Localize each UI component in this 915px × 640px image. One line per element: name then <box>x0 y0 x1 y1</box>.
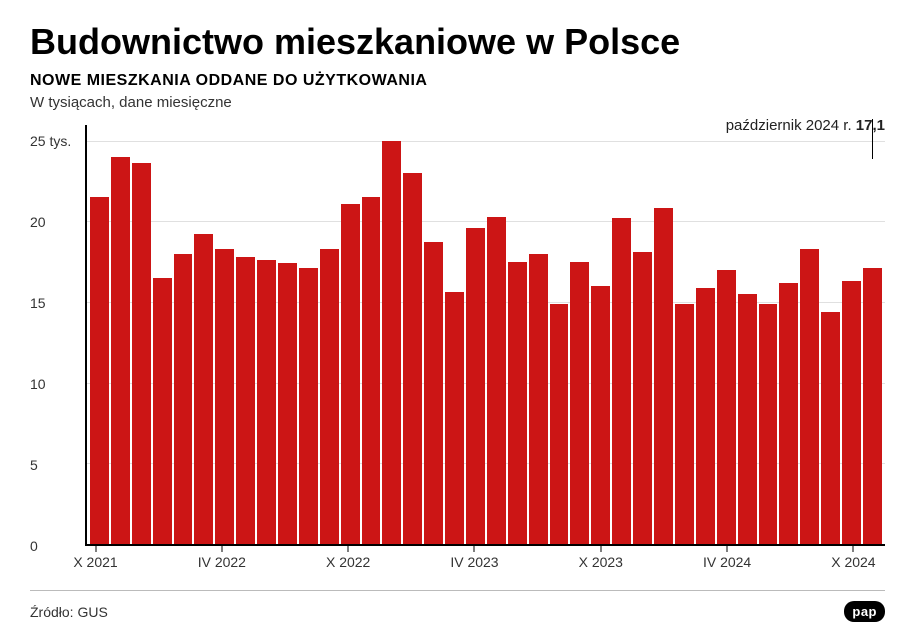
bar <box>612 218 631 544</box>
bar <box>717 270 736 544</box>
bars-region <box>85 125 885 546</box>
bar <box>341 204 360 544</box>
bar <box>278 263 297 544</box>
y-tick-label: 5 <box>30 457 79 473</box>
bar <box>821 312 840 544</box>
bar <box>654 208 673 544</box>
bar <box>696 288 715 544</box>
bars <box>87 125 885 544</box>
x-tick-label: IV 2023 <box>450 554 498 570</box>
bar <box>236 257 255 544</box>
bar <box>550 304 569 544</box>
bar <box>403 173 422 544</box>
bar <box>800 249 819 544</box>
x-tick-mark <box>348 546 349 552</box>
plot: 0 5 10 15 20 25 tys. X 2021 IV 2022 X 2022 IV 20… <box>30 125 885 576</box>
bar <box>633 252 652 544</box>
x-tick-mark <box>95 546 96 552</box>
chart-title: Budownictwo mieszkaniowe w Polsce <box>30 22 885 62</box>
x-tick-mark <box>853 546 854 552</box>
bar <box>779 283 798 544</box>
x-tick-label: X 2024 <box>831 554 875 570</box>
bar <box>132 163 151 544</box>
bar <box>382 141 401 544</box>
x-axis: X 2021IV 2022X 2022IV 2023X 2023IV 2024X… <box>85 546 885 576</box>
bar <box>466 228 485 544</box>
bar <box>863 268 882 544</box>
source-label: Źródło: GUS <box>30 604 108 620</box>
bar <box>111 157 130 544</box>
y-tick-label: 10 <box>30 376 79 392</box>
bar <box>759 304 778 544</box>
x-tick-mark <box>221 546 222 552</box>
x-tick-label: X 2021 <box>73 554 117 570</box>
bar <box>424 242 443 544</box>
chart-subtitle: NOWE MIESZKANIA ODDANE DO UŻYTKOWANIA <box>30 72 885 90</box>
chart-area: październik 2024 r. 17,1 0510152025 tys.… <box>30 117 885 576</box>
logo: pap <box>844 601 885 622</box>
y-tick-label: 0 <box>30 538 79 554</box>
x-tick-label: IV 2022 <box>198 554 246 570</box>
bar <box>153 278 172 544</box>
x-tick-label: X 2022 <box>326 554 370 570</box>
x-tick-label: IV 2024 <box>703 554 751 570</box>
x-tick-mark <box>474 546 475 552</box>
bar <box>320 249 339 544</box>
bar <box>842 281 861 544</box>
y-tick-label: 25 tys. <box>30 133 79 149</box>
bar <box>675 304 694 544</box>
y-tick-label: 15 <box>30 295 79 311</box>
bar <box>257 260 276 544</box>
bar <box>90 197 109 544</box>
bar <box>299 268 318 544</box>
bar <box>487 217 506 544</box>
bar <box>738 294 757 544</box>
bar <box>591 286 610 544</box>
y-axis: 0510152025 tys. <box>30 125 85 546</box>
y-tick-label: 20 <box>30 214 79 230</box>
x-tick-mark <box>727 546 728 552</box>
bar <box>445 292 464 544</box>
chart-container: Budownictwo mieszkaniowe w Polsce NOWE M… <box>0 0 915 640</box>
chart-desc: W tysiącach, dane miesięczne <box>30 94 885 111</box>
x-tick-label: X 2023 <box>579 554 623 570</box>
bar <box>194 234 213 544</box>
x-tick-mark <box>600 546 601 552</box>
bar <box>174 254 193 544</box>
callout-line <box>872 119 873 159</box>
bar <box>508 262 527 544</box>
bar <box>362 197 381 544</box>
bar <box>529 254 548 544</box>
bar <box>215 249 234 544</box>
footer: Źródło: GUS pap <box>30 590 885 622</box>
bar <box>570 262 589 544</box>
